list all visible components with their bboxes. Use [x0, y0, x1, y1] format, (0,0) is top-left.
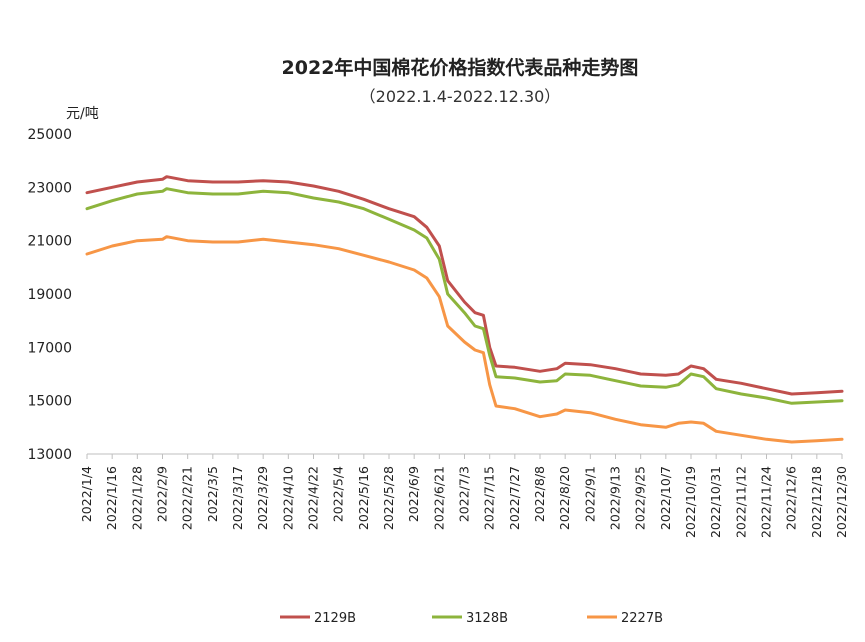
- y-axis-ticks: 25000 23000 21000 19000 17000 15000 13000: [27, 127, 72, 463]
- x-tick-label: 2022/10/7: [658, 466, 673, 530]
- x-tick-label: 2022/6/9: [406, 466, 421, 522]
- x-tick-label: 2022/1/16: [104, 466, 119, 530]
- x-axis-tick-labels: 2022/1/4 2022/1/16 2022/1/28 2022/2/9 2022/2…: [79, 466, 849, 538]
- x-tick-label: 2022/9/13: [608, 466, 623, 530]
- x-tick-label: 2022/7/15: [482, 466, 497, 530]
- chart-subtitle: （2022.1.4-2022.12.30）: [360, 87, 561, 106]
- x-tick-label: 2022/3/17: [230, 466, 245, 530]
- x-tick-label: 2022/4/22: [306, 466, 321, 530]
- x-tick-label: 2022/12/30: [834, 466, 849, 538]
- x-tick-label: 2022/5/4: [331, 466, 346, 522]
- x-tick-label: 2022/3/29: [255, 466, 270, 530]
- legend-label-2227B: 2227B: [621, 611, 663, 626]
- y-tick-label: 21000: [27, 234, 72, 250]
- chart-title: 2022年中国棉花价格指数代表品种走势图: [282, 56, 639, 79]
- x-tick-label: 2022/5/16: [356, 466, 371, 530]
- x-tick-label: 2022/12/18: [809, 466, 824, 538]
- x-axis-tick-marks: [86, 454, 843, 459]
- series-line-2227B: [85, 235, 844, 444]
- series-line-3128B: [85, 187, 844, 405]
- y-tick-label: 19000: [27, 287, 72, 303]
- legend-label-2129B: 2129B: [314, 611, 356, 626]
- x-tick-label: 2022/7/3: [457, 466, 472, 522]
- legend-label-3128B: 3128B: [466, 611, 508, 626]
- y-tick-label: 17000: [27, 340, 72, 356]
- x-tick-label: 2022/11/24: [759, 466, 774, 538]
- y-tick-label: 23000: [27, 180, 72, 196]
- x-tick-label: 2022/4/10: [280, 466, 295, 530]
- x-tick-label: 2022/11/12: [733, 466, 748, 538]
- x-tick-label: 2022/2/21: [180, 466, 195, 530]
- x-tick-label: 2022/2/9: [155, 466, 170, 522]
- series-line-2129B: [85, 175, 844, 396]
- y-axis-unit-label: 元/吨: [66, 106, 99, 122]
- y-tick-label: 25000: [27, 127, 72, 143]
- y-tick-label: 13000: [27, 447, 72, 463]
- x-tick-label: 2022/10/19: [683, 466, 698, 538]
- legend: 2129B 3128B 2227B: [280, 611, 663, 626]
- x-tick-label: 2022/12/6: [784, 466, 799, 530]
- x-tick-label: 2022/3/5: [205, 466, 220, 522]
- x-tick-label: 2022/7/27: [507, 466, 522, 530]
- x-tick-label: 2022/10/31: [708, 466, 723, 538]
- x-tick-label: 2022/9/1: [582, 466, 597, 522]
- x-tick-label: 2022/6/21: [431, 466, 446, 530]
- x-tick-label: 2022/1/4: [79, 466, 94, 522]
- x-tick-label: 2022/8/8: [532, 466, 547, 522]
- y-tick-label: 15000: [27, 394, 72, 410]
- x-tick-label: 2022/8/20: [557, 466, 572, 530]
- x-tick-label: 2022/5/28: [381, 466, 396, 530]
- x-tick-label: 2022/9/25: [633, 466, 648, 530]
- x-tick-label: 2022/1/28: [129, 466, 144, 530]
- series-lines: [85, 175, 844, 444]
